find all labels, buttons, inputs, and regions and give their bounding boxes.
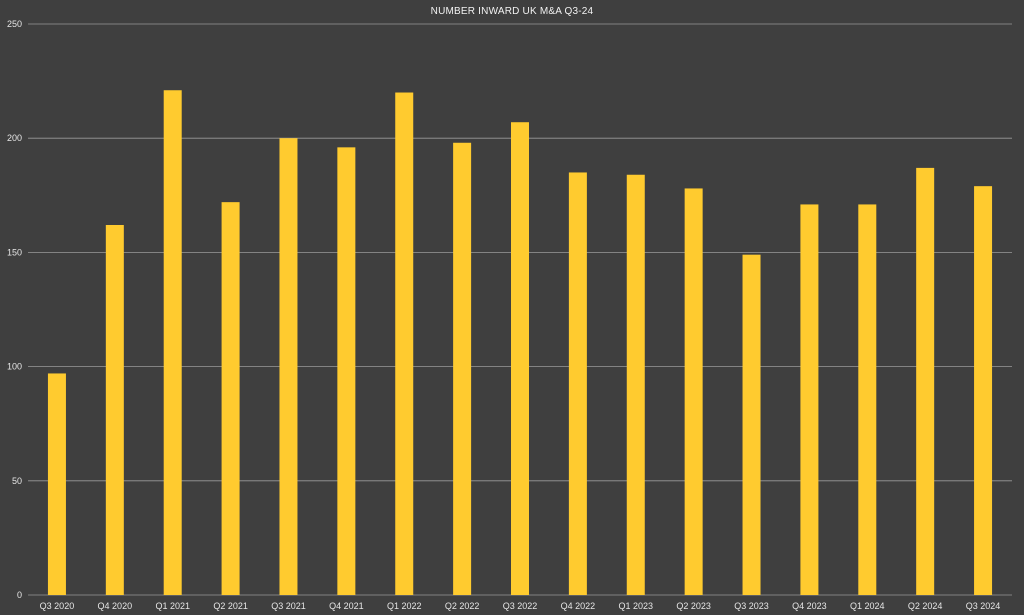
x-tick-label: Q1 2022 [387,601,422,611]
bar-q1-2024 [858,204,877,595]
x-tick-label: Q4 2020 [98,601,133,611]
x-tick-label: Q3 2020 [40,601,75,611]
x-tick-label: Q4 2022 [561,601,596,611]
y-tick-label: 250 [7,19,22,29]
y-tick-label: 100 [7,362,22,372]
x-tick-label: Q3 2024 [966,601,1001,611]
y-tick-label: 150 [7,247,22,257]
bar-q4-2022 [568,172,587,595]
x-tick-label: Q2 2023 [676,601,711,611]
x-tick-label: Q4 2021 [329,601,364,611]
x-tick-label: Q1 2021 [155,601,190,611]
bar-q4-2021 [337,147,356,595]
bar-q3-2023 [742,254,761,595]
chart-title: NUMBER INWARD UK M&A Q3-24 [431,6,594,17]
x-tick-label: Q1 2023 [618,601,653,611]
x-tick-label: Q3 2023 [734,601,769,611]
bar-q4-2020 [105,224,124,595]
bar-q1-2022 [395,92,414,596]
x-tick-label: Q1 2024 [850,601,885,611]
bar-q2-2021 [221,202,240,596]
bars [47,90,993,596]
x-tick-label: Q3 2021 [271,601,306,611]
x-tick-label: Q3 2022 [503,601,538,611]
y-tick-label: 50 [12,476,22,486]
bar-q2-2023 [684,188,703,595]
x-tick-label: Q2 2022 [445,601,480,611]
bar-q1-2021 [163,90,182,596]
bar-q4-2023 [800,204,819,595]
y-axis-ticks: 0 50 100 150 200 250 [7,19,22,600]
bar-q1-2023 [626,174,645,595]
x-axis-ticks: Q3 2020 Q4 2020 Q1 2021 Q2 2021 Q3 2021 Q4 20… [40,601,1001,611]
x-tick-label: Q2 2021 [213,601,248,611]
bar-q3-2021 [279,138,298,595]
bar-q3-2024 [974,186,993,595]
y-tick-label: 200 [7,133,22,143]
bar-q2-2022 [453,142,472,595]
bar-q3-2020 [47,373,66,595]
x-tick-label: Q4 2023 [792,601,827,611]
bar-q2-2024 [916,167,935,595]
y-tick-label: 0 [17,590,22,600]
bar-q3-2022 [511,122,529,595]
x-tick-label: Q2 2024 [908,601,943,611]
